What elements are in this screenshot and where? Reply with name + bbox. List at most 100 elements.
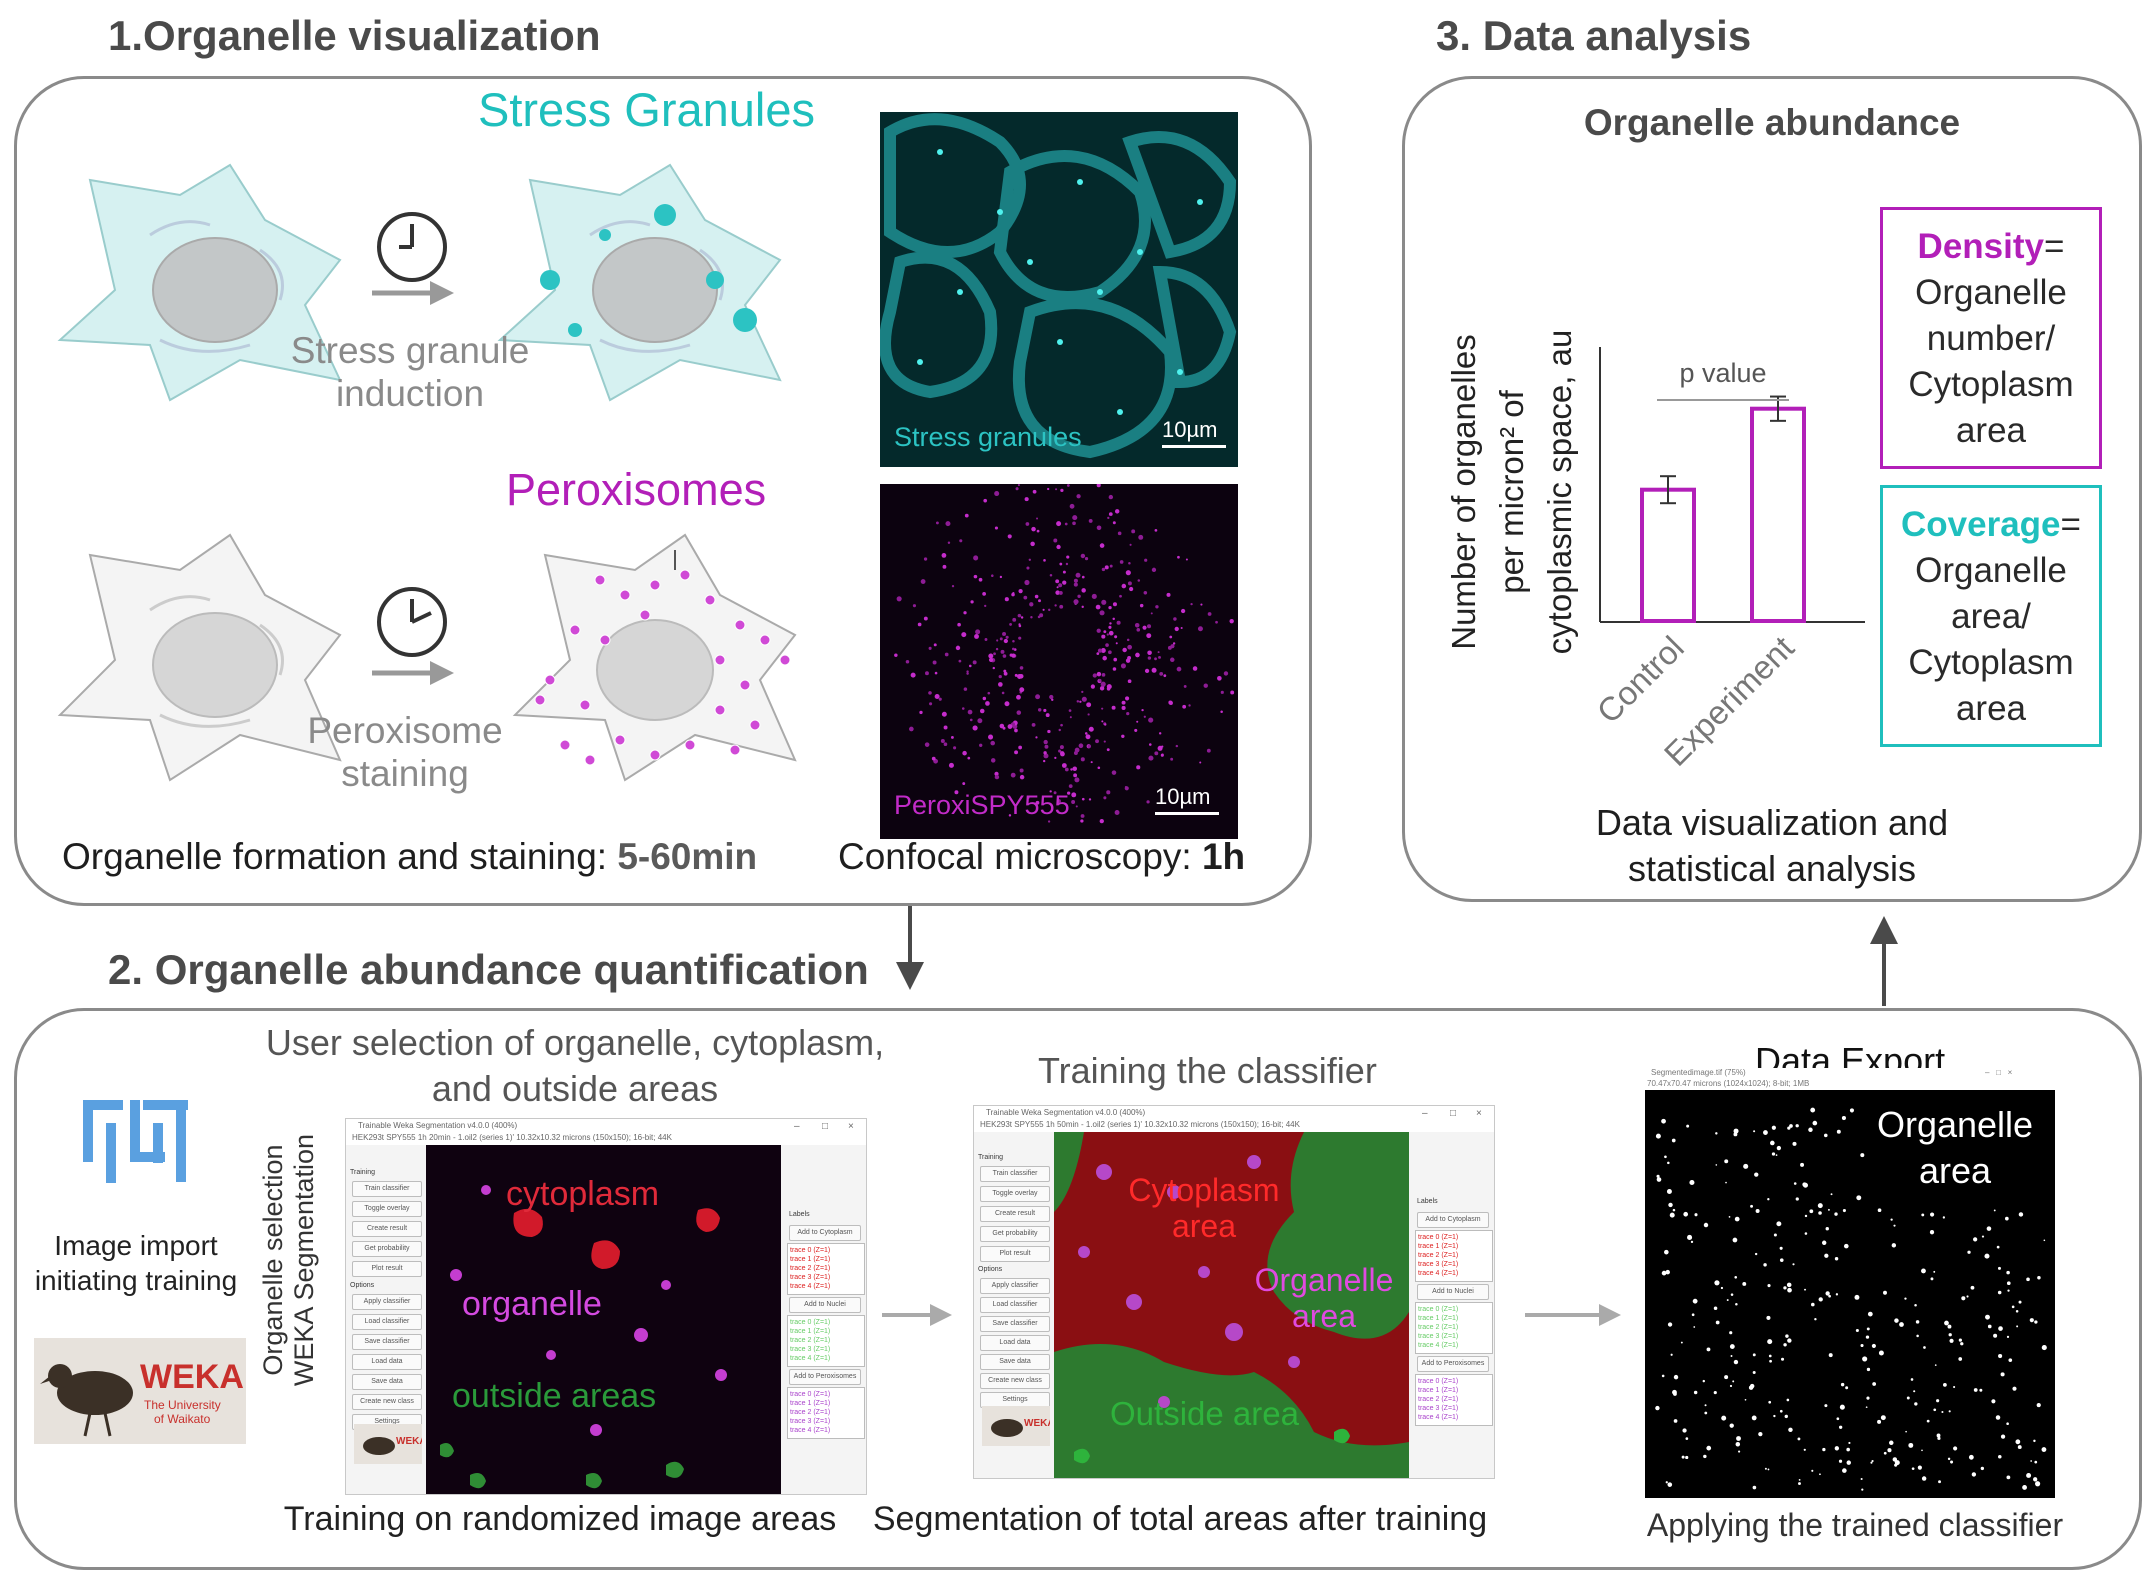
peroxisome-spot <box>1112 617 1115 621</box>
organelle-mask-spot <box>1779 1258 1784 1262</box>
nuclei-trace-list[interactable]: trace 0 (Z=1) trace 1 (Z=1) trace 2 (Z=1) t… <box>1415 1302 1493 1354</box>
peroxisome-spot <box>1108 494 1114 500</box>
organelle-mask-spot <box>1755 1209 1760 1214</box>
option-button[interactable]: Load classifier <box>352 1314 422 1330</box>
peroxisome-spot <box>998 674 1002 679</box>
peroxisome-spot <box>1173 617 1177 621</box>
training-header: Training <box>350 1169 376 1176</box>
option-button[interactable]: Save data <box>980 1354 1050 1370</box>
training-button[interactable]: Train classifier <box>352 1181 422 1197</box>
organelle-mask-spot <box>1713 1306 1718 1311</box>
training-button[interactable]: Get probability <box>980 1226 1050 1242</box>
peroxisome-spot <box>1003 671 1008 676</box>
weka-window-training[interactable]: Trainable Weka Segmentation v4.0.0 (400%… <box>345 1118 867 1495</box>
analysis-caption-line1: Data visualization and <box>1595 802 1949 843</box>
peroxisome-spot <box>991 574 994 577</box>
option-button[interactable]: Save data <box>352 1374 422 1390</box>
peroxisome-spot <box>1119 560 1124 564</box>
organelle-mask-spot <box>1752 1370 1756 1374</box>
peroxisome-spot <box>1220 690 1224 694</box>
export-window[interactable]: Segmentedimage.tif (75%) – □ × 70.47x70.… <box>1645 1068 2065 1498</box>
minimize-button[interactable]: – <box>794 1121 800 1132</box>
organelle-mask-spot <box>2037 1275 2041 1280</box>
peroxisome-spot <box>1170 657 1175 663</box>
peroxisome-spot <box>1148 743 1152 746</box>
maximize-button[interactable]: □ <box>822 1121 829 1132</box>
peroxisome-spot <box>1131 529 1136 534</box>
close-button[interactable]: × <box>848 1121 854 1132</box>
peroxisome-spot <box>1065 562 1069 566</box>
peroxisome-spot <box>1037 708 1042 712</box>
option-button[interactable]: Apply classifier <box>352 1294 422 1310</box>
peroxisome-spot <box>1134 728 1138 732</box>
y-axis-label: Number of organelles <box>1445 334 1482 650</box>
option-button[interactable]: Load classifier <box>980 1297 1050 1313</box>
option-button[interactable]: Save classifier <box>352 1334 422 1350</box>
training-button[interactable]: Toggle overlay <box>980 1186 1050 1202</box>
peroxisome-spot <box>1180 626 1183 630</box>
peroxisome-spot <box>1147 650 1152 656</box>
training-button[interactable]: Create result <box>980 1206 1050 1222</box>
weka-window-segmentation[interactable]: Trainable Weka Segmentation v4.0.0 (400%… <box>973 1105 1495 1479</box>
add-peroxisomes-button[interactable]: Add to Peroxisomes <box>1417 1356 1489 1372</box>
organelle-mask-spot <box>1665 1481 1668 1484</box>
organelle-mask-spot <box>1914 1303 1917 1307</box>
training-button[interactable]: Toggle overlay <box>352 1201 422 1217</box>
peroxisome-spot <box>1012 639 1015 643</box>
option-button[interactable]: Load data <box>352 1354 422 1370</box>
peroxisome-spot <box>1200 603 1203 606</box>
training-button[interactable]: Create result <box>352 1221 422 1237</box>
applying-caption: Applying the trained classifier <box>1646 1507 2064 1543</box>
maximize-button[interactable]: □ <box>1450 1108 1457 1119</box>
minimize-button[interactable]: – <box>1422 1108 1428 1119</box>
option-button[interactable]: Save classifier <box>980 1316 1050 1332</box>
peroxisome-spot <box>1073 578 1078 583</box>
organelle-mask-spot <box>1997 1266 2001 1270</box>
add-peroxisomes-button[interactable]: Add to Peroxisomes <box>789 1369 861 1385</box>
peroxisome-spot <box>1035 736 1038 739</box>
peroxisome-spot <box>1084 732 1088 735</box>
window-controls[interactable]: – □ × <box>1985 1068 2013 1077</box>
peroxisome-spot <box>1154 657 1157 661</box>
organelle-mask-spot <box>1689 1179 1695 1186</box>
peroxisome-spot <box>1112 667 1117 671</box>
organelle-mask-spot <box>1715 1320 1720 1325</box>
option-button[interactable]: Create new class <box>352 1394 422 1410</box>
cytoplasm-trace-list[interactable]: trace 0 (Z=1) trace 1 (Z=1) trace 2 (Z=1) t… <box>787 1243 865 1295</box>
peroxisome-spot <box>1066 484 1070 487</box>
training-button[interactable]: Train classifier <box>980 1166 1050 1182</box>
organelle-mask-spot <box>1768 1400 1772 1404</box>
option-button[interactable]: Load data <box>980 1335 1050 1351</box>
peroxisome-trace-list[interactable]: trace 0 (Z=1) trace 1 (Z=1) trace 2 (Z=1) t… <box>1415 1374 1493 1426</box>
export-window-subtitle: 70.47x70.47 microns (1024x1024); 8-bit; … <box>1647 1079 1810 1088</box>
option-button[interactable]: Apply classifier <box>980 1278 1050 1294</box>
peroxisome-trace-list[interactable]: trace 0 (Z=1) trace 1 (Z=1) trace 2 (Z=1) t… <box>787 1387 865 1439</box>
option-button[interactable]: Create new class <box>980 1373 1050 1389</box>
peroxisome-spot <box>1091 593 1097 599</box>
peroxisome-spot <box>1139 603 1144 608</box>
peroxisome-spot <box>953 746 957 750</box>
segmentation-image: Cytoplasm area Organelle area Outside area <box>1054 1132 1409 1478</box>
training-button[interactable]: Plot result <box>352 1261 422 1277</box>
peroxisome-spot <box>1159 671 1164 676</box>
training-button[interactable]: Plot result <box>980 1246 1050 1262</box>
organelle-mask-spot <box>1936 1433 1941 1438</box>
add-cytoplasm-button[interactable]: Add to Cytoplasm <box>789 1225 861 1241</box>
peroxisome-spot <box>990 758 996 763</box>
add-cytoplasm-button[interactable]: Add to Cytoplasm <box>1417 1212 1489 1228</box>
close-button[interactable]: × <box>1476 1108 1482 1119</box>
label-organelle: organelle <box>462 1285 602 1323</box>
add-nuclei-button[interactable]: Add to Nuclei <box>1417 1284 1489 1300</box>
peroxisome-spot <box>1107 516 1110 520</box>
organelle-mask-spot <box>1930 1212 1935 1217</box>
peroxisome-spot <box>969 718 973 722</box>
organelle-mask-spot <box>1984 1253 1990 1259</box>
organelle-mask-spot <box>1854 1294 1860 1300</box>
add-nuclei-button[interactable]: Add to Nuclei <box>789 1297 861 1313</box>
organelle-mask-spot <box>1828 1353 1833 1358</box>
nuclei-trace-list[interactable]: trace 0 (Z=1) trace 1 (Z=1) trace 2 (Z=1) t… <box>787 1315 865 1367</box>
training-button[interactable]: Get probability <box>352 1241 422 1257</box>
peroxisome-spot <box>1031 722 1036 727</box>
peroxisome-spot <box>1169 635 1173 639</box>
cytoplasm-trace-list[interactable]: trace 0 (Z=1) trace 1 (Z=1) trace 2 (Z=1) t… <box>1415 1230 1493 1282</box>
